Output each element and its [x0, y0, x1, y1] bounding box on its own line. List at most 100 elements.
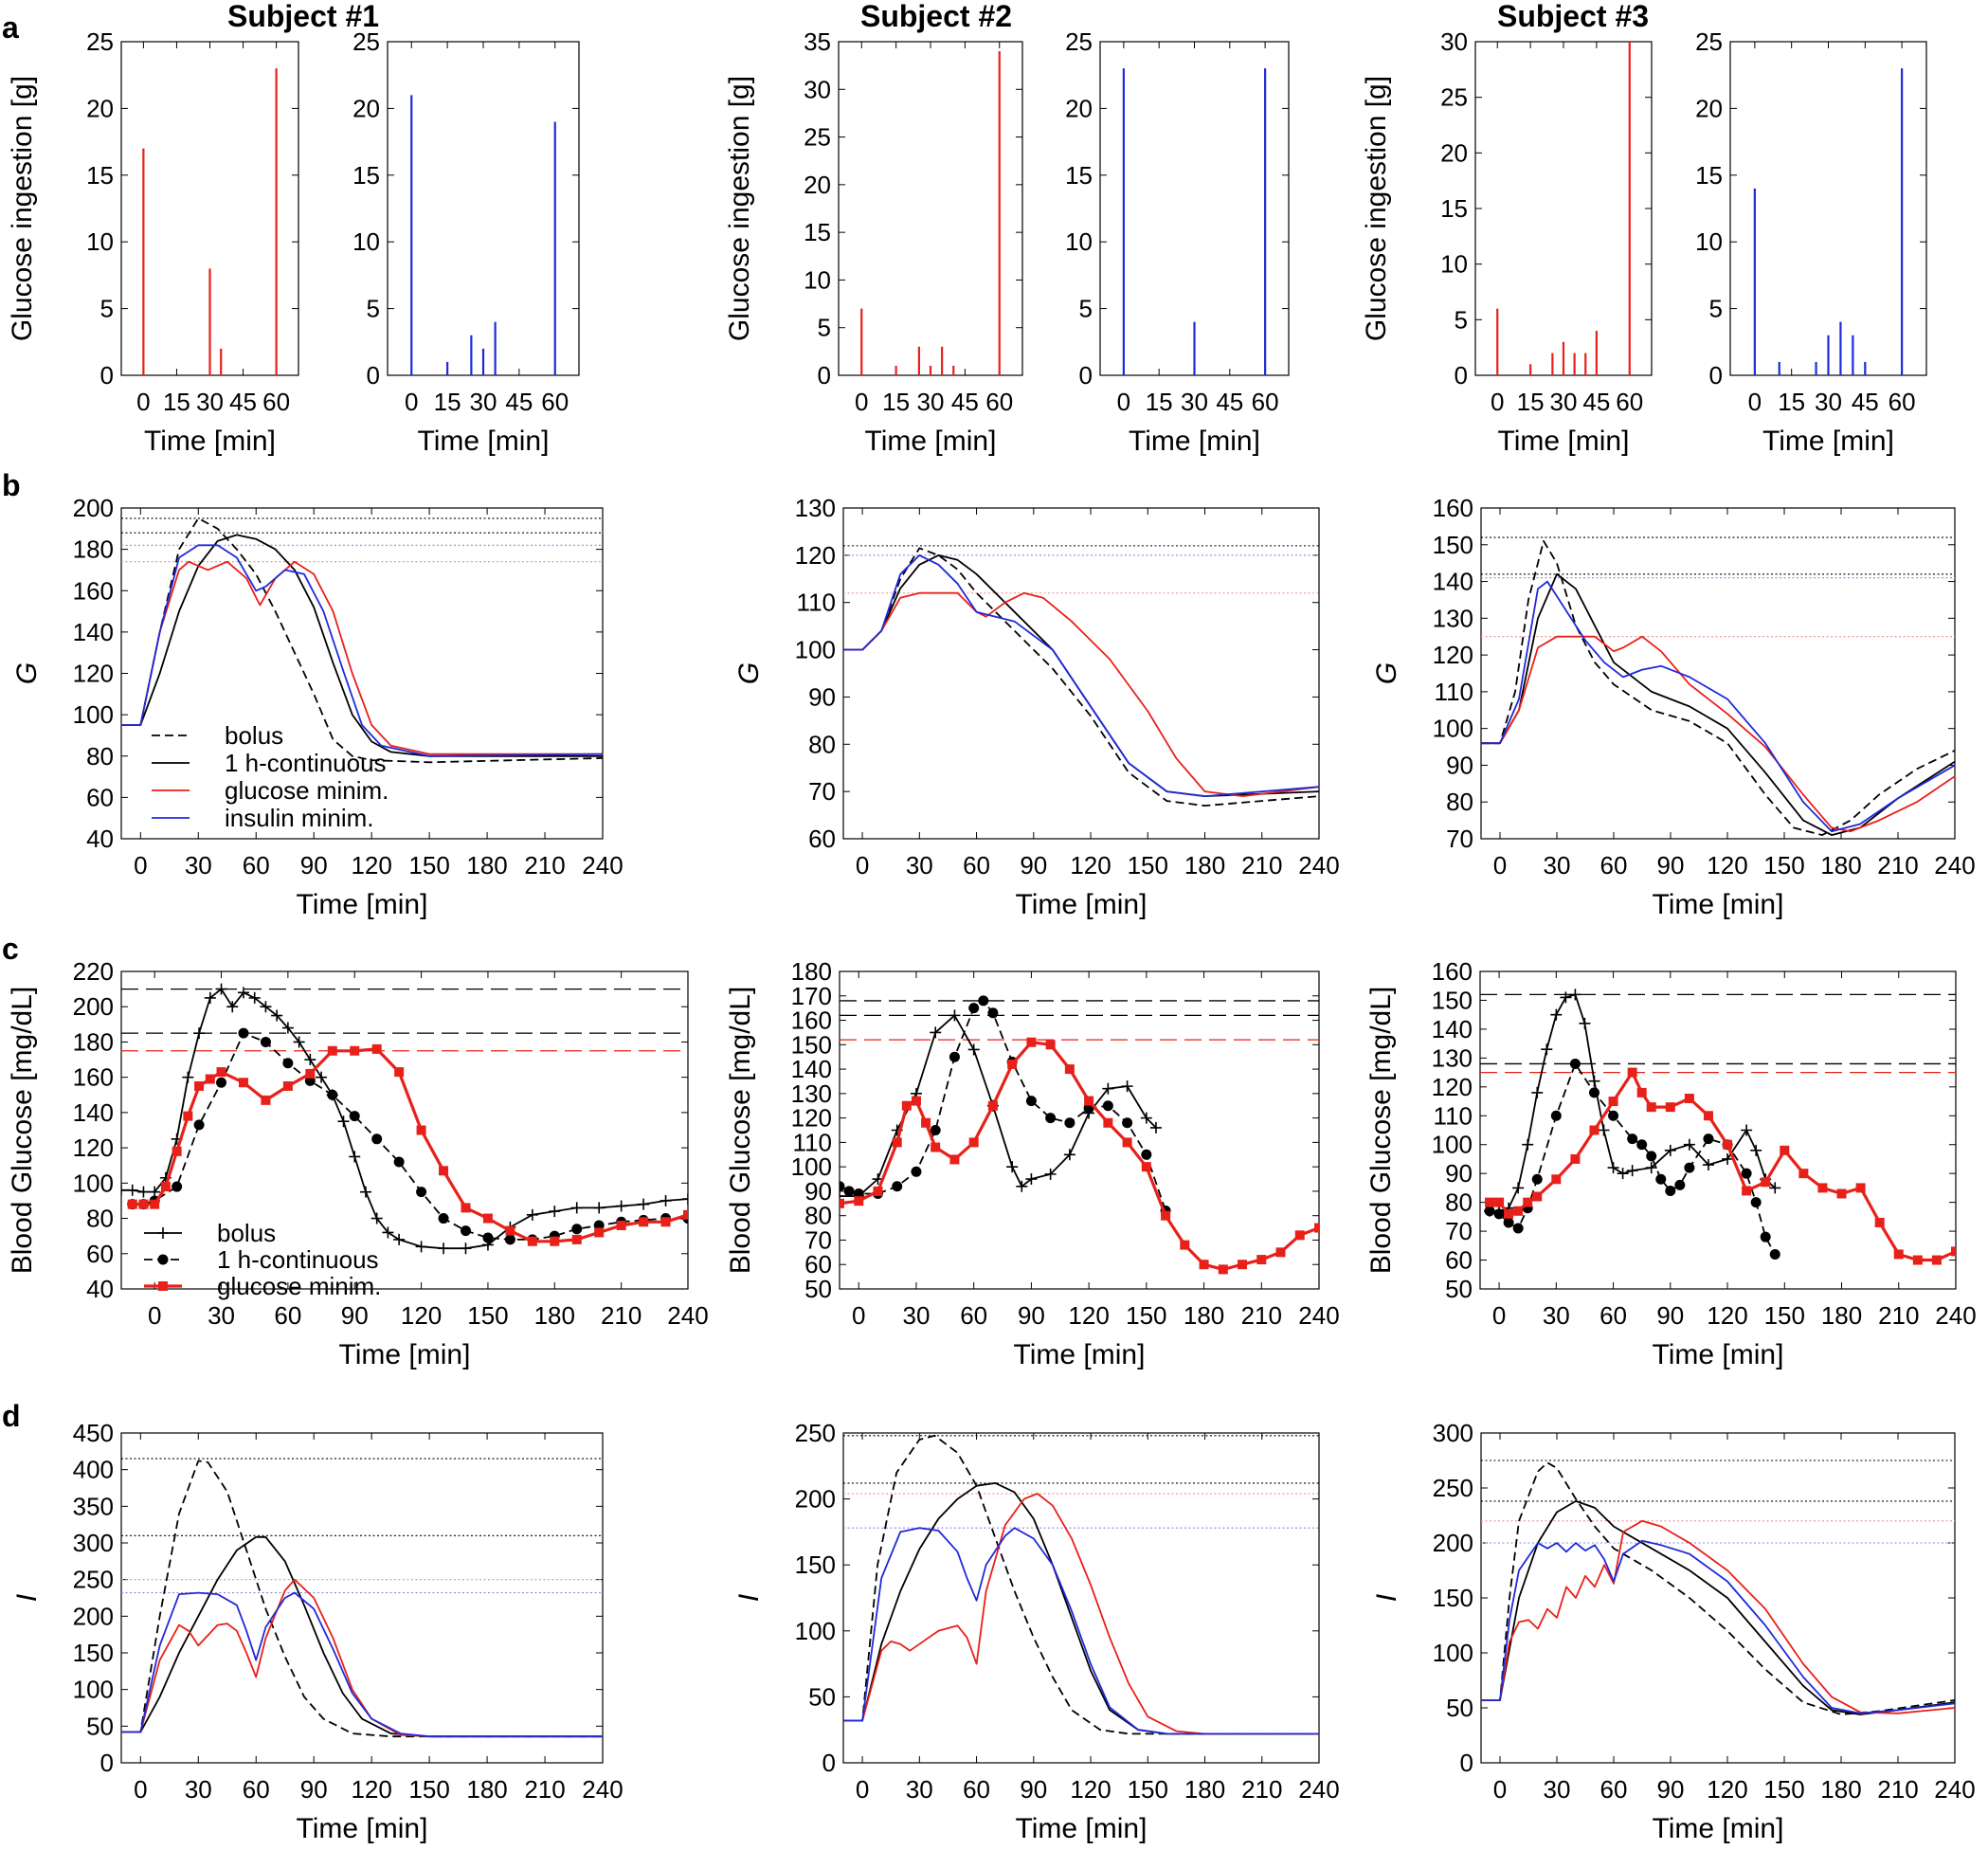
legend-label: insulin minim. [225, 804, 374, 832]
x-tick-label: 150 [1126, 1301, 1166, 1330]
square-marker [550, 1236, 560, 1246]
x-tick-label: 240 [1934, 1775, 1975, 1804]
circle-marker [1636, 1139, 1648, 1151]
x-axis-label: Time [min] [1653, 1813, 1784, 1844]
series-line [1481, 1461, 1955, 1715]
x-axis-label: Time [min] [1016, 889, 1148, 920]
series-line [132, 1047, 688, 1243]
y-tick-label: 250 [1433, 1474, 1473, 1502]
y-tick-label: 15 [1440, 194, 1468, 223]
x-tick-label: 15 [882, 388, 910, 416]
y-tick-label: 120 [1433, 641, 1473, 669]
y-tick-label: 80 [86, 1205, 114, 1233]
plus-marker [349, 1151, 361, 1163]
circle-marker [1025, 1096, 1037, 1107]
y-tick-label: 70 [808, 777, 836, 806]
plus-marker [1149, 1121, 1162, 1134]
x-tick-label: 45 [1216, 388, 1243, 416]
x-tick-label: 150 [408, 851, 449, 880]
square-marker [1627, 1067, 1637, 1078]
square-marker [282, 1080, 293, 1091]
series-line [843, 1482, 1319, 1735]
square-marker [949, 1154, 960, 1165]
square-marker [1275, 1247, 1286, 1258]
panel-letter-c: c [2, 932, 19, 966]
plus-marker [293, 1036, 305, 1048]
y-tick-label: 20 [86, 94, 114, 122]
y-tick-label: 250 [795, 1419, 836, 1447]
plus-marker [182, 1071, 194, 1083]
legend-label: bolus [217, 1219, 276, 1247]
series-line [121, 534, 603, 757]
y-tick-label: 160 [791, 1007, 832, 1035]
plot-frame [1474, 41, 1653, 376]
x-axis-label: Time [min] [339, 1339, 471, 1370]
plus-marker [1560, 991, 1572, 1004]
subject-title-2: Subject #2 [860, 0, 1012, 33]
plus-marker [281, 1022, 294, 1034]
square-marker [639, 1217, 649, 1227]
x-tick-label: 15 [1517, 388, 1545, 416]
x-tick-label: 60 [1252, 388, 1279, 416]
series-line [1481, 572, 1955, 836]
y-tick-label: 130 [795, 494, 836, 522]
square-marker [892, 1137, 902, 1148]
y-tick-label: 140 [1433, 568, 1473, 596]
square-marker [660, 1217, 671, 1227]
y-tick-label: 10 [1695, 227, 1723, 256]
x-tick-label: 0 [134, 851, 147, 880]
y-tick-label: 140 [73, 618, 114, 646]
panel-letter-a: a [2, 10, 19, 45]
x-tick-label: 0 [1492, 1301, 1506, 1330]
y-tick-label: 150 [791, 1030, 832, 1059]
y-tick-label: 110 [1434, 1101, 1473, 1130]
square-marker [683, 1209, 688, 1220]
plus-marker [304, 1054, 316, 1066]
y-tick-label: 160 [1433, 494, 1473, 522]
plot-frame [120, 970, 689, 1290]
x-tick-label: 240 [1934, 851, 1975, 880]
y-tick-label: 5 [818, 314, 831, 342]
x-tick-label: 90 [341, 1301, 369, 1330]
circle-marker [1122, 1117, 1133, 1129]
y-tick-label: 10 [804, 265, 831, 294]
y-tick-label: 160 [1432, 957, 1473, 986]
series-line [121, 544, 603, 757]
circle-marker [371, 1134, 383, 1145]
circle-marker [840, 1181, 845, 1192]
x-tick-label: 60 [1599, 1301, 1627, 1330]
x-tick-label: 120 [401, 1301, 442, 1330]
plus-marker [370, 1212, 383, 1224]
circle-marker [1493, 1208, 1505, 1220]
x-tick-label: 240 [1935, 1301, 1976, 1330]
x-tick-label: 210 [601, 1301, 642, 1330]
y-tick-label: 90 [1445, 1159, 1473, 1188]
y-tick-label: 220 [73, 957, 114, 986]
series-line [843, 1493, 1319, 1735]
y-tick-label: 100 [1432, 1131, 1473, 1159]
square-marker [1485, 1197, 1495, 1207]
plus-marker [393, 1233, 406, 1245]
plot-frame [120, 1432, 604, 1764]
y-tick-label: 90 [1446, 751, 1473, 779]
x-axis-label: Time [min] [1498, 426, 1630, 457]
plot-frame [842, 1432, 1320, 1764]
circle-marker [504, 1234, 515, 1245]
x-tick-label: 45 [1582, 388, 1610, 416]
y-tick-label: 25 [352, 27, 380, 56]
square-marker [371, 1043, 382, 1054]
x-axis-label: Time [min] [1129, 426, 1260, 457]
x-tick-label: 15 [1778, 388, 1805, 416]
chart-a3b: 0 5 10 15 20 25 0 15 30 45 60 Time [min] [1695, 27, 1927, 457]
plus-marker [1531, 1086, 1544, 1098]
plus-marker [1522, 1138, 1534, 1151]
square-marker [1294, 1230, 1305, 1241]
square-marker [854, 1196, 864, 1206]
square-marker [216, 1067, 226, 1078]
square-marker [1589, 1125, 1599, 1135]
square-marker [1951, 1246, 1956, 1257]
plus-marker [967, 1043, 980, 1056]
y-axis-label: I [1371, 1594, 1402, 1602]
x-axis-label: Time [min] [1762, 426, 1894, 457]
